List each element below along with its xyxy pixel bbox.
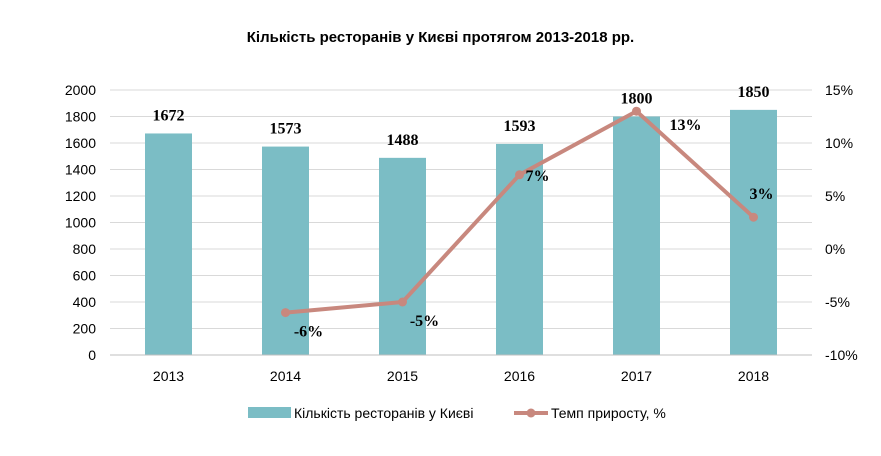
legend-line-marker — [526, 408, 536, 418]
bar-value-label: 1800 — [621, 91, 653, 108]
x-tick-label: 2014 — [270, 368, 301, 384]
chart-title: Кількість ресторанів у Києві протягом 20… — [246, 29, 635, 46]
y-tick-label: 1200 — [65, 188, 96, 204]
bar — [145, 133, 192, 355]
legend-bar-label: Кількість ресторанів у Києві — [294, 405, 473, 421]
x-tick-label: 2017 — [621, 368, 652, 384]
bar-value-label: 1672 — [153, 107, 185, 124]
line-point — [749, 212, 758, 222]
y-tick-label: 600 — [73, 268, 97, 284]
x-tick-label: 2018 — [738, 368, 769, 384]
bar — [262, 146, 309, 355]
x-tick-label: 2015 — [387, 368, 418, 384]
y-tick-label: 800 — [73, 241, 97, 257]
y2-tick-label: 15% — [825, 82, 853, 98]
legend-bar-swatch — [248, 407, 291, 418]
bar-value-label: 1850 — [738, 84, 770, 101]
y2-tick-label: 5% — [825, 188, 845, 204]
line-value-label: 7% — [526, 168, 550, 185]
line-point — [515, 170, 524, 180]
y-tick-label: 1400 — [65, 162, 96, 178]
legend-line-label: Темп приросту, % — [551, 405, 666, 421]
line-value-label: -5% — [410, 313, 439, 330]
bar — [730, 109, 777, 355]
y2-tick-label: -5% — [825, 294, 850, 310]
line-point — [632, 106, 641, 116]
bar-value-label: 1488 — [387, 132, 419, 149]
y-tick-label: 400 — [73, 294, 97, 310]
bar — [379, 157, 426, 355]
data-labels: 1672 1573 1488 1593 1800 1850 -6% -5% 7% 13% 3% — [153, 84, 774, 341]
bar-value-label: 1593 — [504, 118, 536, 135]
gridlines — [110, 89, 812, 329]
line-value-label: 13% — [670, 117, 702, 134]
y-tick-label: 2000 — [65, 82, 96, 98]
bar-series — [145, 109, 777, 355]
axes: 0 200 400 600 800 1000 1200 1400 1600 1800 2000 -10… — [65, 82, 858, 384]
line-value-label: -6% — [294, 324, 323, 341]
bar-value-label: 1573 — [270, 121, 302, 138]
x-tick-label: 2016 — [504, 368, 535, 384]
y-tick-label: 0 — [88, 347, 96, 363]
x-tick-label: 2013 — [153, 368, 184, 384]
legend: Кількість ресторанів у Києві Темп прирост… — [248, 405, 666, 421]
bar — [613, 116, 660, 355]
y-tick-label: 1600 — [65, 135, 96, 151]
y-tick-label: 200 — [73, 321, 97, 337]
y-tick-label: 1000 — [65, 215, 96, 231]
line-point — [281, 308, 290, 318]
y-tick-label: 1800 — [65, 109, 96, 125]
line-series — [281, 106, 758, 318]
y2-tick-label: -10% — [825, 347, 858, 363]
y2-tick-label: 0% — [825, 241, 845, 257]
line-value-label: 3% — [750, 186, 774, 203]
line-point — [398, 297, 407, 307]
y2-tick-label: 10% — [825, 135, 853, 151]
